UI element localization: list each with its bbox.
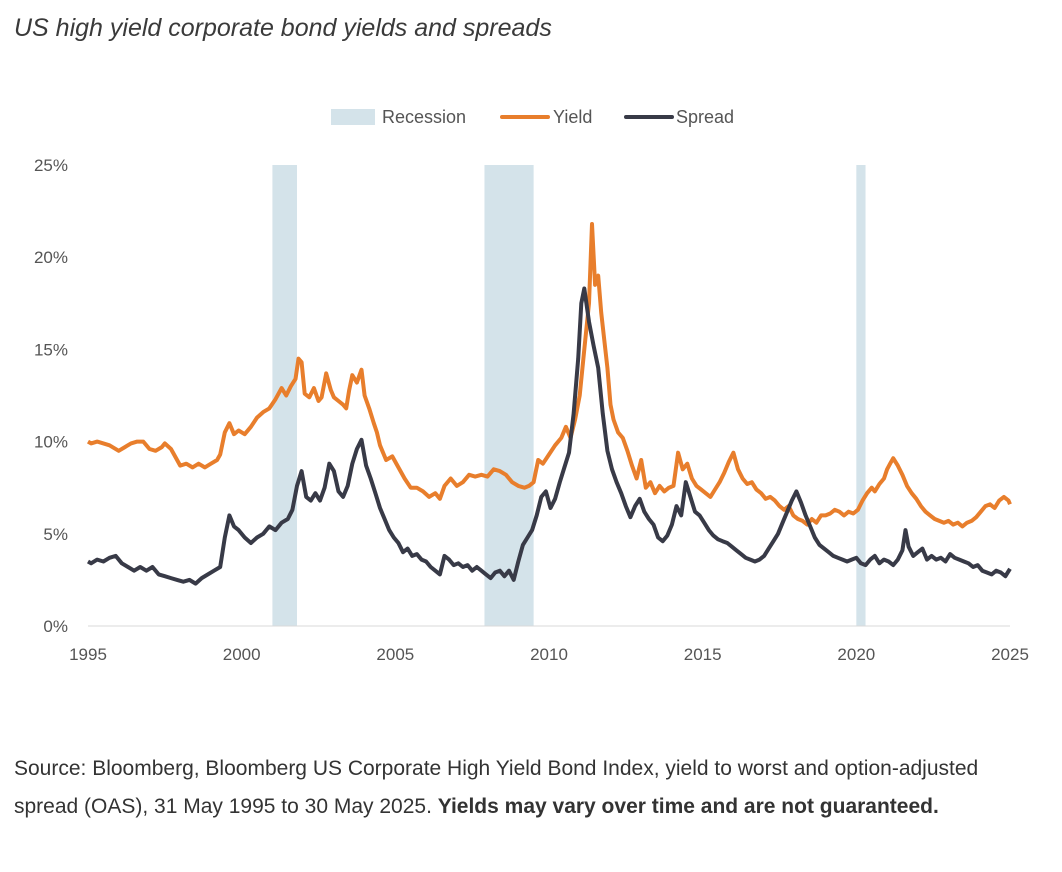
x-axis-ticks: 1995 2000 2005 2010 2015 2020 2025: [69, 645, 1029, 664]
legend-label-yield: Yield: [553, 107, 592, 127]
y-axis-ticks: 0% 5% 10% 15% 20% 25%: [34, 156, 68, 636]
x-tick-label: 2010: [530, 645, 568, 664]
x-tick-label: 2000: [223, 645, 261, 664]
x-tick-label: 1995: [69, 645, 107, 664]
legend-swatch-recession: [331, 109, 375, 125]
chart-title: US high yield corporate bond yields and …: [14, 14, 552, 42]
x-tick-label: 2025: [991, 645, 1029, 664]
y-tick-label: 5%: [43, 525, 68, 544]
y-tick-label: 15%: [34, 340, 68, 359]
recession-band-2: [484, 165, 534, 626]
legend-label-spread: Spread: [676, 107, 734, 127]
series-line-spread: [86, 286, 1012, 586]
x-tick-label: 2005: [376, 645, 414, 664]
source-note: Source: Bloomberg, Bloomberg US Corporat…: [14, 750, 1044, 826]
y-tick-label: 25%: [34, 156, 68, 175]
source-disclaimer: Yields may vary over time and are not gu…: [437, 795, 939, 818]
legend: Recession Yield Spread: [331, 107, 734, 127]
recession-band-3: [856, 165, 866, 626]
recession-bands: [272, 165, 866, 626]
y-tick-label: 0%: [43, 617, 68, 636]
x-tick-label: 2015: [684, 645, 722, 664]
chart: Recession Yield Spread 0%5%10%15%20%25% …: [34, 107, 1029, 664]
x-tick-label: 2020: [837, 645, 875, 664]
y-tick-label: 10%: [34, 433, 68, 452]
legend-label-recession: Recession: [382, 107, 466, 127]
series-line-yield: [86, 222, 1012, 529]
source-text: Source: Bloomberg, Bloomberg US Corporat…: [14, 757, 979, 818]
y-tick-label: 20%: [34, 248, 68, 267]
